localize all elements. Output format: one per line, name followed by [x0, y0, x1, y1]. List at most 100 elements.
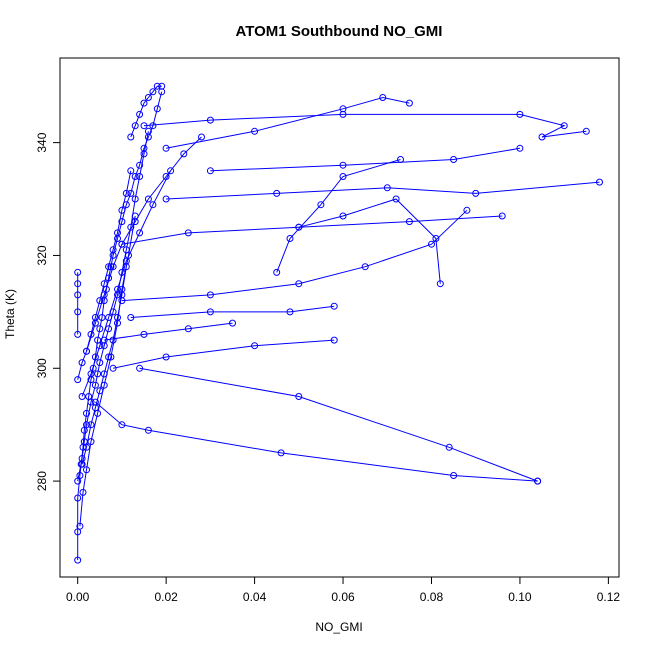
data-point	[105, 353, 113, 361]
data-point	[100, 291, 108, 299]
data-point	[131, 195, 139, 203]
data-point	[229, 319, 236, 327]
data-point	[534, 477, 542, 485]
data-point	[140, 99, 148, 107]
data-point	[83, 347, 90, 355]
data-point	[206, 116, 214, 124]
data-point	[277, 449, 285, 457]
series-line	[95, 401, 538, 482]
data-point	[286, 308, 294, 316]
series-line	[139, 367, 538, 482]
data-point	[538, 133, 546, 141]
data-point	[392, 195, 400, 203]
y-tick-label: 300	[35, 358, 49, 378]
data-point	[560, 122, 568, 130]
data-point	[131, 173, 139, 180]
data-point	[162, 353, 170, 361]
x-axis-label: NO_GMI	[315, 620, 362, 634]
x-tick-label: 0.06	[331, 590, 355, 604]
x-tick-label: 0.08	[420, 590, 444, 604]
data-point	[96, 359, 104, 367]
data-point	[74, 291, 82, 299]
data-point	[198, 133, 205, 141]
data-point	[74, 376, 82, 384]
data-point	[109, 364, 117, 372]
data-point	[445, 443, 453, 451]
data-point	[136, 161, 144, 169]
data-point	[118, 218, 126, 226]
data-point	[251, 342, 259, 350]
data-point	[74, 280, 82, 288]
series-line	[81, 266, 127, 465]
data-point	[339, 173, 347, 180]
data-point	[339, 105, 347, 113]
data-point	[184, 229, 192, 237]
data-point	[78, 460, 86, 468]
data-point	[96, 325, 104, 333]
data-point	[330, 336, 338, 344]
series-line	[81, 170, 172, 397]
data-point	[74, 268, 82, 276]
series-line	[77, 131, 149, 482]
data-point	[127, 133, 135, 141]
data-point	[76, 522, 84, 530]
data-point	[87, 421, 95, 429]
data-point	[140, 122, 148, 130]
data-point	[74, 556, 82, 564]
data-point	[74, 477, 82, 485]
data-point	[91, 319, 99, 327]
data-point	[105, 325, 113, 333]
data-point	[463, 206, 471, 214]
data-point	[206, 167, 214, 175]
data-point	[144, 426, 152, 434]
data-point	[96, 342, 104, 350]
data-point	[206, 291, 214, 299]
data-point	[96, 387, 104, 395]
data-point	[295, 393, 303, 400]
data-point	[78, 359, 86, 367]
data-point	[405, 99, 413, 107]
data-point	[78, 393, 86, 400]
series-line	[166, 96, 410, 149]
data-point	[286, 235, 294, 242]
series-line	[143, 113, 587, 138]
series-line	[276, 159, 401, 273]
plot-data	[74, 82, 603, 564]
data-point	[140, 330, 148, 338]
data-point	[432, 235, 440, 242]
data-point	[136, 110, 144, 118]
series-line	[210, 147, 520, 172]
data-point	[450, 156, 458, 163]
data-point	[136, 229, 144, 237]
data-point	[330, 302, 338, 310]
data-point	[74, 308, 82, 316]
data-point	[91, 381, 99, 389]
data-point	[383, 184, 391, 192]
x-tick-label: 0.00	[66, 590, 90, 604]
data-point	[397, 156, 404, 163]
data-point	[149, 201, 157, 209]
data-point	[109, 336, 117, 344]
data-point	[94, 370, 102, 378]
data-point	[131, 122, 139, 130]
data-point	[127, 189, 135, 197]
data-point	[83, 409, 90, 417]
data-point	[450, 472, 458, 479]
data-point	[153, 105, 161, 113]
data-point	[83, 466, 90, 474]
data-point	[114, 229, 121, 237]
y-tick-label: 280	[35, 471, 49, 491]
x-tick-label: 0.12	[597, 590, 621, 604]
data-point	[83, 421, 90, 429]
series-line	[86, 136, 202, 352]
data-point	[107, 263, 115, 271]
data-point	[105, 263, 113, 271]
series-line	[298, 198, 441, 284]
data-point	[339, 161, 347, 169]
data-point	[79, 488, 87, 496]
data-point	[167, 167, 175, 175]
data-point	[114, 285, 121, 293]
chart-title: ATOM1 Southbound NO_GMI	[236, 23, 443, 40]
data-point	[144, 195, 152, 203]
data-point	[91, 398, 99, 406]
